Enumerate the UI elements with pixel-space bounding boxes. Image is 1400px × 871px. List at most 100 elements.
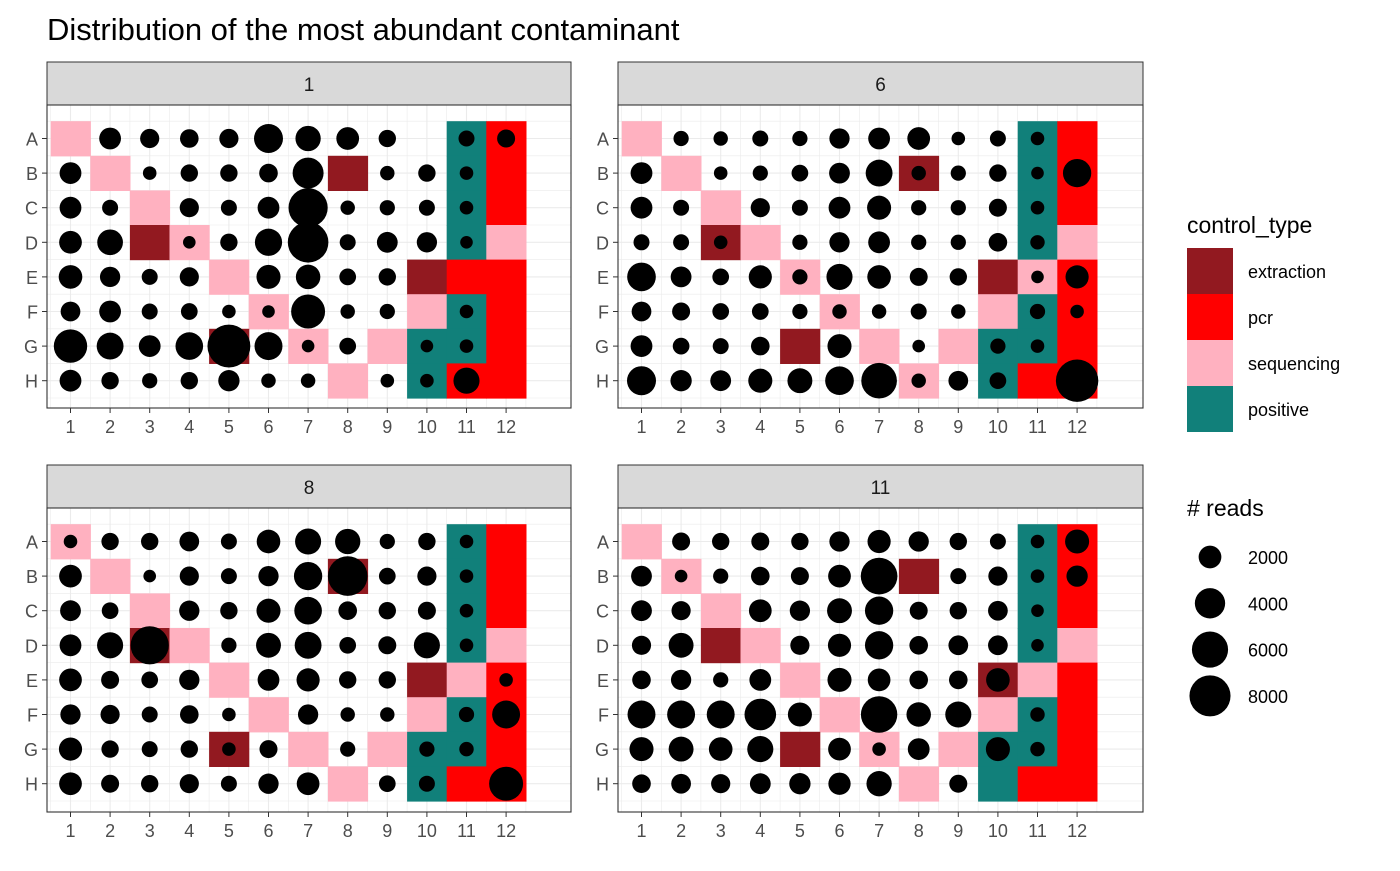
read-point xyxy=(340,304,355,319)
read-point xyxy=(748,599,772,623)
read-point xyxy=(1031,270,1044,284)
read-point xyxy=(97,229,123,256)
read-point xyxy=(949,268,967,286)
y-tick-label: B xyxy=(26,164,38,184)
x-tick-label: 5 xyxy=(224,821,234,841)
read-point xyxy=(459,569,474,583)
read-point xyxy=(59,230,82,254)
read-point xyxy=(59,196,82,219)
read-point xyxy=(179,267,199,287)
legend-size-key xyxy=(1191,631,1229,668)
control-tile-sequencing xyxy=(446,662,487,698)
read-point xyxy=(752,130,769,147)
read-point xyxy=(747,736,774,763)
control-tile-pcr xyxy=(1017,363,1058,399)
x-tick-label: 10 xyxy=(417,821,437,841)
panel-border xyxy=(617,104,1144,409)
y-tick-label: A xyxy=(26,533,38,553)
read-point xyxy=(630,196,653,219)
y-tick-label: B xyxy=(597,567,609,587)
x-tick-label: 11 xyxy=(457,821,476,841)
read-point xyxy=(672,532,691,551)
y-tick-label: G xyxy=(24,337,38,357)
legend-label: pcr xyxy=(1248,308,1273,328)
y-tick-label: F xyxy=(27,706,38,726)
read-point xyxy=(458,706,475,723)
read-point xyxy=(868,127,890,150)
read-point xyxy=(256,529,281,554)
control-tile-extraction xyxy=(327,155,369,191)
legend-label: extraction xyxy=(1248,262,1326,282)
read-point xyxy=(828,564,851,588)
read-point xyxy=(829,128,850,149)
y-tick-label: G xyxy=(24,740,38,760)
facet-strip xyxy=(46,61,572,106)
read-point xyxy=(296,772,320,796)
x-tick-label: 4 xyxy=(184,417,194,437)
read-point xyxy=(459,339,474,353)
read-point xyxy=(860,557,898,595)
read-point xyxy=(829,232,850,253)
read-point xyxy=(301,339,315,353)
read-point xyxy=(631,600,652,622)
read-point xyxy=(950,234,966,250)
read-point xyxy=(379,303,395,320)
control-tile-sequencing xyxy=(740,628,781,664)
read-point xyxy=(418,164,436,182)
control-tile-pcr xyxy=(486,259,527,295)
x-tick-label: 7 xyxy=(874,417,884,437)
y-tick-label: G xyxy=(595,337,609,357)
control-tile-pcr xyxy=(1057,121,1098,157)
read-point xyxy=(630,335,653,357)
control-tile-sequencing xyxy=(248,697,289,733)
read-point xyxy=(489,766,524,801)
x-tick-label: 9 xyxy=(382,821,392,841)
read-point xyxy=(712,338,729,355)
read-point xyxy=(101,774,120,793)
read-point xyxy=(499,673,513,687)
read-point xyxy=(256,264,281,289)
read-point xyxy=(673,199,690,216)
read-point xyxy=(950,568,967,585)
x-tick-label: 1 xyxy=(636,417,646,437)
legend-label: sequencing xyxy=(1248,354,1340,374)
x-tick-label: 11 xyxy=(1028,417,1047,437)
read-point xyxy=(417,566,437,586)
read-point xyxy=(949,774,968,793)
read-point xyxy=(672,337,690,355)
y-tick-label: C xyxy=(596,199,609,219)
read-point xyxy=(220,164,238,182)
read-point xyxy=(327,556,368,596)
read-point xyxy=(339,636,357,654)
read-point xyxy=(138,335,161,357)
read-point xyxy=(706,700,735,729)
y-tick-label: C xyxy=(25,602,38,622)
read-point xyxy=(220,602,238,620)
x-tick-label: 2 xyxy=(105,821,115,841)
read-point xyxy=(1066,565,1088,587)
read-point xyxy=(713,672,729,688)
read-point xyxy=(708,737,733,761)
read-point xyxy=(141,741,158,758)
read-point xyxy=(262,305,275,318)
read-point xyxy=(220,533,237,550)
legend-size-key xyxy=(1194,588,1226,619)
control-tile-extraction xyxy=(978,259,1019,295)
read-point xyxy=(378,602,396,620)
x-tick-label: 3 xyxy=(716,417,726,437)
read-point xyxy=(1030,131,1045,146)
read-point xyxy=(254,124,283,153)
read-point xyxy=(988,635,1008,656)
control-tile-sequencing xyxy=(367,328,408,364)
read-point xyxy=(378,636,397,655)
read-point xyxy=(867,668,891,692)
read-point xyxy=(751,532,770,551)
read-point xyxy=(459,638,474,653)
read-point xyxy=(791,199,808,216)
y-tick-label: B xyxy=(597,164,609,184)
panel-border xyxy=(46,507,572,813)
control-tile-pcr xyxy=(486,363,527,399)
read-point xyxy=(948,670,968,690)
